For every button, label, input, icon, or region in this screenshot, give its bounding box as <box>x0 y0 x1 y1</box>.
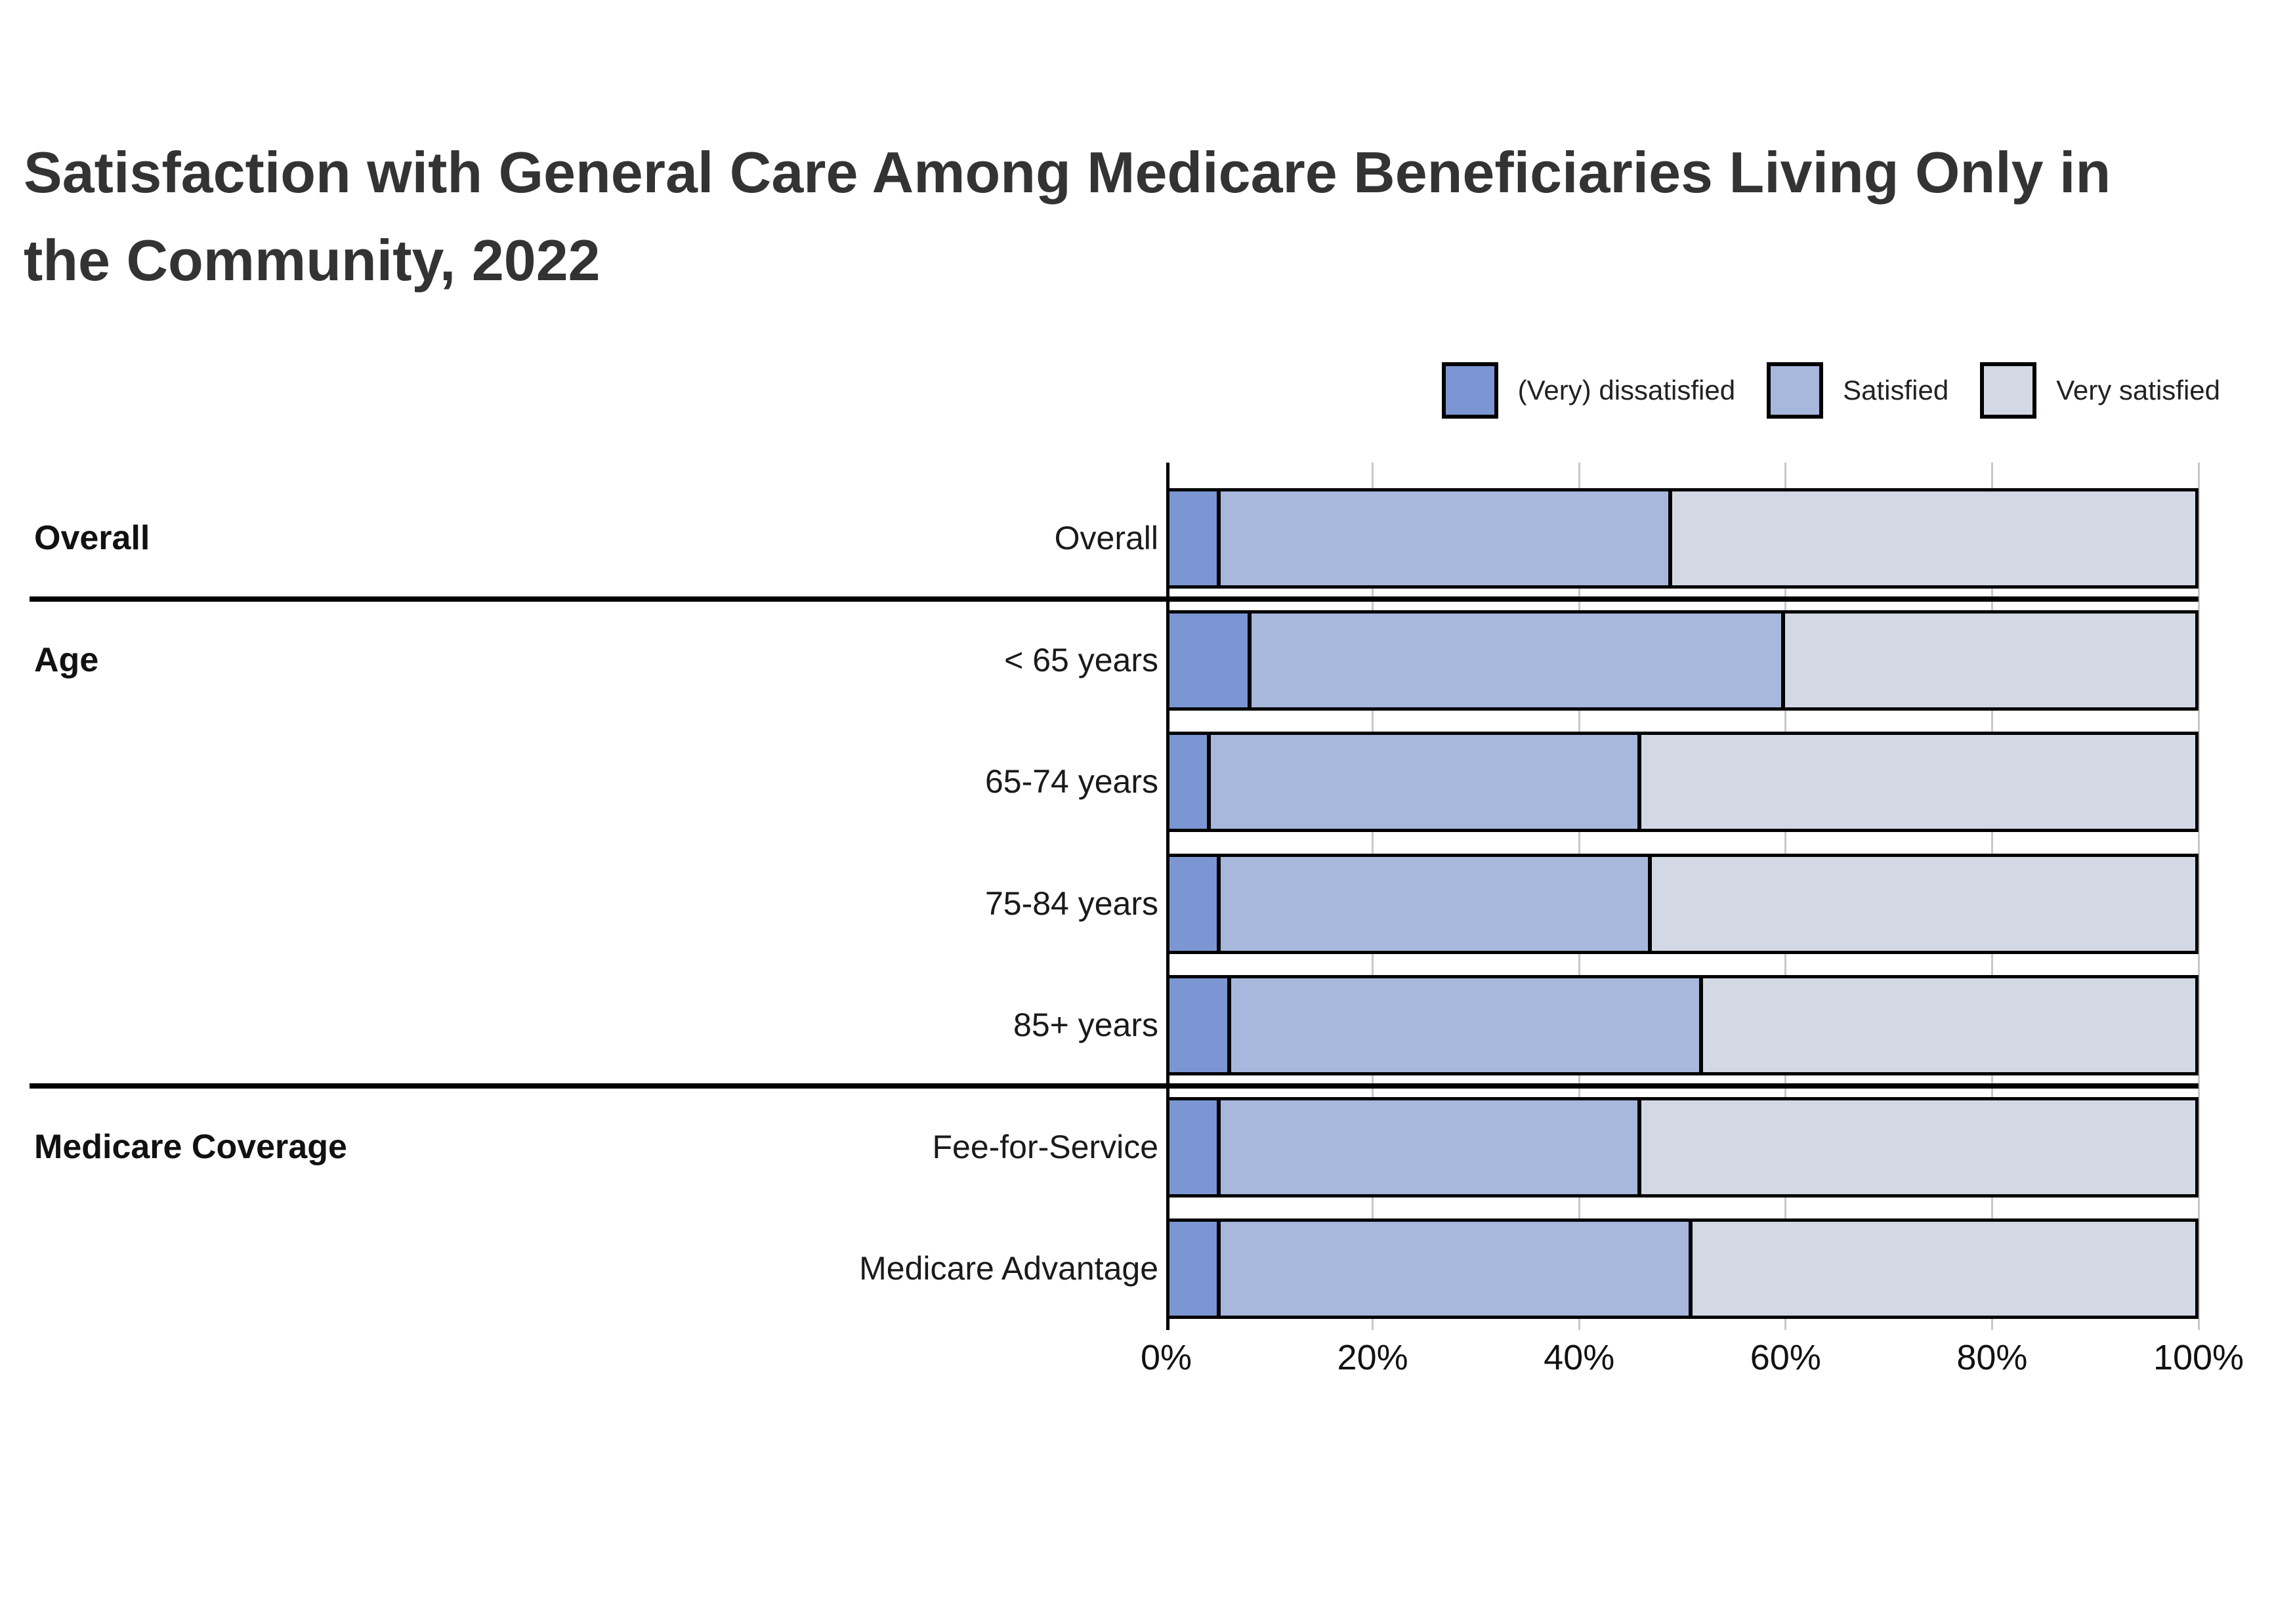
bar-segment-dissatisfied <box>1169 613 1252 707</box>
bar-row <box>1166 853 2199 954</box>
bar-segment-very-satisfied <box>1641 1100 2195 1194</box>
legend-swatch-icon <box>1767 362 1824 419</box>
bar-segment-satisfied <box>1231 978 1703 1072</box>
row-label: 75-84 years <box>984 885 1158 922</box>
legend-swatch-icon <box>1441 362 1498 419</box>
bar-segment-satisfied <box>1252 613 1785 707</box>
legend-item: (Very) dissatisfied <box>1441 362 1736 419</box>
bar-segment-very-satisfied <box>1672 491 2195 585</box>
row-label: 85+ years <box>1013 1007 1158 1043</box>
legend-label: Very satisfied <box>2056 375 2220 406</box>
bar-segment-very-satisfied <box>1651 856 2195 951</box>
bar-row <box>1166 732 2199 832</box>
x-tick-label: 60% <box>1750 1338 1821 1377</box>
x-tick-label: 40% <box>1544 1338 1615 1377</box>
bar-segment-dissatisfied <box>1169 1100 1221 1194</box>
legend: (Very) dissatisfied Satisfied Very satisfi… <box>1441 362 2220 419</box>
group-label-medicare-coverage: Medicare Coverage <box>34 1127 347 1166</box>
legend-label: Satisfied <box>1843 375 1949 406</box>
bar-segment-satisfied <box>1221 856 1652 951</box>
x-tick-label: 100% <box>2153 1338 2244 1377</box>
bar-segment-satisfied <box>1221 1222 1693 1316</box>
row-label: 65-74 years <box>984 763 1158 800</box>
group-label-age: Age <box>34 640 99 679</box>
bar-row <box>1166 975 2199 1075</box>
bar-segment-satisfied <box>1221 1100 1641 1194</box>
bar-segment-dissatisfied <box>1169 735 1211 829</box>
bar-segment-dissatisfied <box>1169 491 1221 585</box>
bar-segment-satisfied <box>1221 491 1672 585</box>
legend-swatch-icon <box>1980 362 2037 419</box>
row-label: < 65 years <box>1004 641 1158 678</box>
x-tick-label: 80% <box>1956 1338 2028 1377</box>
bar-segment-dissatisfied <box>1169 978 1231 1072</box>
x-tick-label: 20% <box>1337 1338 1408 1377</box>
bar-segment-very-satisfied <box>1702 978 2195 1072</box>
bar-segment-dissatisfied <box>1169 856 1221 951</box>
bar-segment-very-satisfied <box>1693 1222 2195 1316</box>
row-label: Overall <box>1054 520 1158 556</box>
legend-label: (Very) dissatisfied <box>1517 375 1736 406</box>
group-separator-line <box>30 596 2199 602</box>
bar-segment-satisfied <box>1210 735 1641 829</box>
bar-segment-very-satisfied <box>1784 613 2195 707</box>
group-label-overall: Overall <box>34 519 150 557</box>
bar-row <box>1166 1218 2199 1319</box>
bar-segment-very-satisfied <box>1641 735 2195 829</box>
chart-title: Satisfaction with General Care Among Med… <box>24 140 2111 293</box>
legend-item: Very satisfied <box>1980 362 2220 419</box>
gridline <box>2197 463 2200 1330</box>
bar-row <box>1166 488 2199 589</box>
x-tick-label: 0% <box>1140 1338 1192 1377</box>
bar-segment-dissatisfied <box>1169 1222 1221 1316</box>
bar-row <box>1166 1096 2199 1197</box>
legend-item: Satisfied <box>1767 362 1948 419</box>
row-label: Medicare Advantage <box>859 1250 1158 1287</box>
row-label: Fee-for-Service <box>932 1128 1158 1165</box>
bar-row <box>1166 610 2199 711</box>
group-separator-line <box>30 1083 2199 1089</box>
